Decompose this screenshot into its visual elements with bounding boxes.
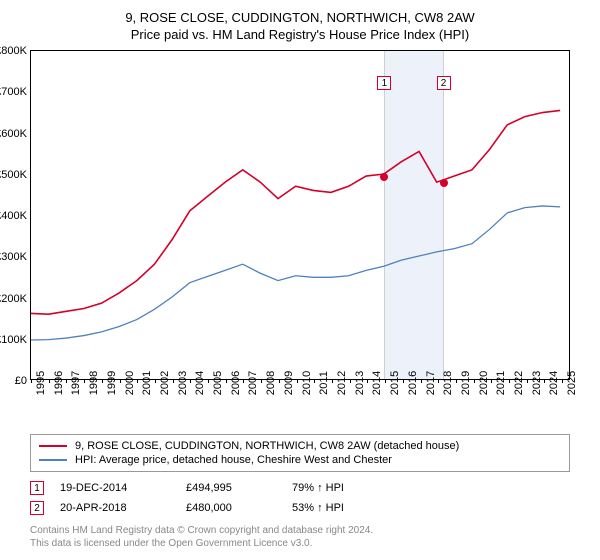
x-tick-label: 2011	[318, 371, 330, 395]
marker-dot	[380, 173, 388, 181]
x-tick-label: 2023	[531, 371, 543, 395]
footer: Contains HM Land Registry data © Crown c…	[30, 524, 582, 550]
x-tick-label: 2007	[247, 371, 259, 395]
x-tick-label: 2004	[194, 371, 206, 395]
x-tick-label: 2001	[141, 371, 153, 395]
x-tick-label: 2008	[265, 371, 277, 395]
series-property	[31, 110, 560, 314]
legend-label: 9, ROSE CLOSE, CUDDINGTON, NORTHWICH, CW…	[75, 440, 459, 452]
transaction-flag: 2	[30, 501, 44, 515]
x-tick-label: 2002	[159, 371, 171, 395]
x-tick-label: 2005	[212, 371, 224, 395]
y-tick-label: £700K	[0, 86, 27, 98]
transaction-pct: 79% ↑ HPI	[292, 482, 382, 494]
transaction-row: 1 19-DEC-2014 £494,995 79% ↑ HPI	[30, 478, 570, 498]
x-tick-label: 2019	[460, 371, 472, 395]
transaction-flag: 1	[30, 481, 44, 495]
transaction-date: 20-APR-2018	[60, 502, 170, 514]
x-tick-label: 2016	[407, 371, 419, 395]
transaction-row: 2 20-APR-2018 £480,000 53% ↑ HPI	[30, 498, 570, 518]
x-tick-label: 2013	[354, 371, 366, 395]
footer-line2: This data is licensed under the Open Gov…	[30, 537, 582, 550]
marker-flag: 1	[377, 76, 391, 90]
y-tick-label: £400K	[0, 210, 27, 222]
marker-dot	[440, 179, 448, 187]
x-tick-label: 2003	[177, 371, 189, 395]
x-tick-label: 1997	[70, 371, 82, 395]
plot-area: £0£100K£200K£300K£400K£500K£600K£700K£80…	[30, 50, 570, 380]
x-tick-label: 2012	[336, 371, 348, 395]
x-tick-label: 2018	[442, 371, 454, 395]
transaction-table: 1 19-DEC-2014 £494,995 79% ↑ HPI 2 20-APR-201…	[30, 478, 570, 518]
chart-subtitle: Price paid vs. HM Land Registry's House …	[18, 27, 582, 42]
x-tick-label: 2009	[283, 371, 295, 395]
x-tick-label: 1998	[88, 371, 100, 395]
x-tick-label: 2020	[478, 371, 490, 395]
x-tick-label: 2021	[495, 371, 507, 395]
y-tick-label: £100K	[0, 334, 27, 346]
chart-lines	[31, 51, 569, 379]
x-tick-label: 2010	[301, 371, 313, 395]
transaction-price: £494,995	[186, 482, 276, 494]
x-tick-label: 2015	[389, 371, 401, 395]
y-tick-label: £0	[15, 375, 27, 387]
x-tick-label: 1995	[35, 371, 47, 395]
chart-container: 9, ROSE CLOSE, CUDDINGTON, NORTHWICH, CW…	[0, 0, 600, 560]
legend-swatch	[39, 445, 67, 447]
y-tick-label: £600K	[0, 128, 27, 140]
x-tick-label: 2000	[124, 371, 136, 395]
y-axis: £0£100K£200K£300K£400K£500K£600K£700K£80…	[0, 51, 29, 379]
x-tick-label: 2022	[513, 371, 525, 395]
y-tick-label: £200K	[0, 293, 27, 305]
footer-line1: Contains HM Land Registry data © Crown c…	[30, 524, 582, 537]
x-tick-label: 1999	[106, 371, 118, 395]
marker-flag: 2	[437, 76, 451, 90]
x-axis: 1995199619971998199920002001200220032004…	[31, 379, 569, 423]
x-tick-label: 2014	[371, 371, 383, 395]
x-tick-label: 1996	[53, 371, 65, 395]
y-tick-label: £800K	[0, 45, 27, 57]
legend: 9, ROSE CLOSE, CUDDINGTON, NORTHWICH, CW…	[30, 434, 570, 472]
y-tick-label: £500K	[0, 169, 27, 181]
transaction-date: 19-DEC-2014	[60, 482, 170, 494]
legend-swatch	[39, 459, 67, 461]
x-tick-label: 2017	[425, 371, 437, 395]
x-tick-label: 2006	[230, 371, 242, 395]
legend-label: HPI: Average price, detached house, Ches…	[75, 454, 392, 466]
transaction-price: £480,000	[186, 502, 276, 514]
title-block: 9, ROSE CLOSE, CUDDINGTON, NORTHWICH, CW…	[18, 10, 582, 42]
y-tick-label: £300K	[0, 251, 27, 263]
series-hpi	[31, 206, 560, 340]
x-tick-label: 2025	[566, 371, 578, 395]
legend-row: 9, ROSE CLOSE, CUDDINGTON, NORTHWICH, CW…	[39, 439, 561, 453]
transaction-pct: 53% ↑ HPI	[292, 502, 382, 514]
x-tick-label: 2024	[548, 371, 560, 395]
legend-row: HPI: Average price, detached house, Ches…	[39, 453, 561, 467]
chart-title: 9, ROSE CLOSE, CUDDINGTON, NORTHWICH, CW…	[18, 10, 582, 25]
